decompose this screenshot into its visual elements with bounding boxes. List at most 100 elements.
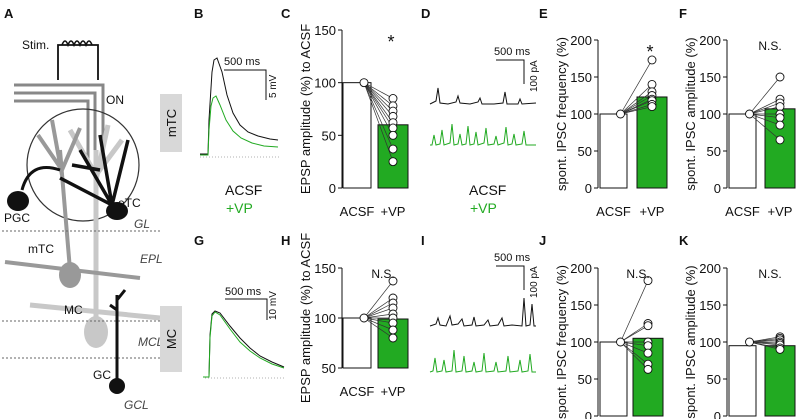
y-tick-label: 150: [699, 298, 721, 313]
mc-lateral-dendrite: [29, 302, 161, 321]
y-tick-label: 150: [570, 298, 592, 313]
y-tick-label: 0: [585, 181, 592, 196]
data-point-acsf: [616, 109, 625, 119]
legend-mid-vp: +VP: [470, 200, 497, 216]
x-category-label: ACSF: [725, 204, 760, 219]
data-point-vp: [643, 364, 653, 374]
trace-vp: [203, 311, 285, 378]
pair-line: [363, 82, 394, 117]
y-tick-label: 150: [314, 23, 336, 38]
mc-label: MC: [64, 303, 83, 317]
data-point-vp: [643, 321, 653, 331]
data-point-vp: [643, 276, 653, 286]
pair-line: [363, 82, 394, 136]
scalebar-volt: 10 mV: [268, 291, 279, 320]
pair-line: [620, 59, 653, 115]
pair-line: [363, 82, 394, 123]
y-tick-label: 100: [699, 107, 721, 122]
pair-line: [749, 113, 781, 141]
glomerulus: [26, 108, 140, 222]
legend-mid-acsf: ACSF: [469, 182, 506, 198]
data-point-acsf: [745, 109, 754, 119]
y-tick-label: 100: [699, 335, 721, 350]
mtc-apical-dendrite: [36, 119, 82, 271]
bar-vp: [764, 345, 796, 417]
bar-acsf: [342, 82, 372, 189]
scalebar-time: 500 ms: [494, 46, 531, 58]
trace-acsf: [200, 57, 279, 155]
data-point-vp: [647, 55, 657, 65]
y-tick-label: 0: [329, 181, 336, 196]
bar-acsf: [599, 113, 628, 189]
y-tick-label: 200: [570, 261, 592, 276]
stim-electrode: [57, 44, 99, 80]
y-tick-label: 150: [314, 261, 336, 276]
pair-line: [363, 82, 394, 150]
pair-line: [620, 325, 649, 343]
etc-dendrites: [59, 134, 130, 207]
significance-label: *: [646, 42, 653, 62]
pgc-label: PGC: [4, 211, 30, 225]
pair-line: [620, 341, 649, 347]
pair-line: [620, 100, 653, 115]
panel-g-traces: 500 ms 10 mV: [203, 286, 285, 379]
pair-line: [363, 302, 394, 319]
legend-top-vp: +VP: [226, 200, 253, 216]
y-tick-label: 100: [314, 311, 336, 326]
data-point-vp: [775, 120, 785, 130]
row-label-bottom-text: MC: [164, 329, 179, 349]
data-point-vp: [775, 102, 785, 112]
legend-top-acsf: ACSF: [225, 182, 262, 198]
on-label: ON: [106, 93, 124, 107]
panel-letter-h: H: [281, 233, 290, 248]
pair-line: [620, 95, 653, 115]
scalebar: [224, 69, 267, 100]
pair-line: [620, 106, 653, 115]
data-point-vp: [388, 325, 398, 335]
data-point-vp: [647, 79, 657, 89]
data-point-vp: [388, 276, 398, 286]
trace-vp: [429, 349, 536, 373]
panel-b-traces: 500 ms 5 mV: [200, 56, 280, 158]
y-tick-label: 150: [699, 70, 721, 85]
data-point-vp: [643, 341, 653, 351]
pgc-soma: [7, 191, 29, 211]
data-point-vp: [775, 135, 785, 145]
pair-line: [363, 82, 394, 99]
x-category-label: +VP: [640, 204, 665, 219]
pair-line: [363, 82, 394, 162]
y-tick-label: 0: [714, 409, 721, 419]
panel-letter-j: J: [539, 233, 546, 248]
pair-line: [749, 341, 781, 350]
gcl-label: GCL: [124, 398, 149, 412]
scalebar-current: 100 pA: [529, 60, 540, 92]
data-point-vp: [775, 113, 785, 123]
panel-letter-d: D: [421, 6, 430, 21]
x-category-label: +VP: [768, 204, 793, 219]
y-axis-label: spont. IPSC frequency (%): [554, 37, 569, 191]
panel-letter-e: E: [539, 6, 548, 21]
data-point-vp: [388, 94, 398, 103]
mc-soma: [84, 316, 108, 348]
x-category-label: +VP: [381, 384, 406, 399]
pair-line: [620, 104, 653, 115]
scalebar: [225, 298, 268, 320]
panel-i-traces: 500 ms 100 pA: [429, 252, 540, 373]
data-point-vp: [388, 144, 398, 154]
bar-acsf: [728, 345, 757, 417]
pair-line: [620, 84, 653, 115]
trace-acsf: [429, 87, 537, 105]
data-point-acsf: [359, 313, 369, 323]
gl-label: GL: [134, 217, 150, 231]
y-tick-label: 150: [570, 70, 592, 85]
trace-acsf: [429, 297, 536, 327]
panel-letter-g: G: [194, 233, 204, 248]
pair-line: [620, 341, 649, 370]
x-category-label: ACSF: [340, 204, 375, 219]
scalebar: [496, 59, 525, 84]
pair-line: [620, 341, 649, 365]
